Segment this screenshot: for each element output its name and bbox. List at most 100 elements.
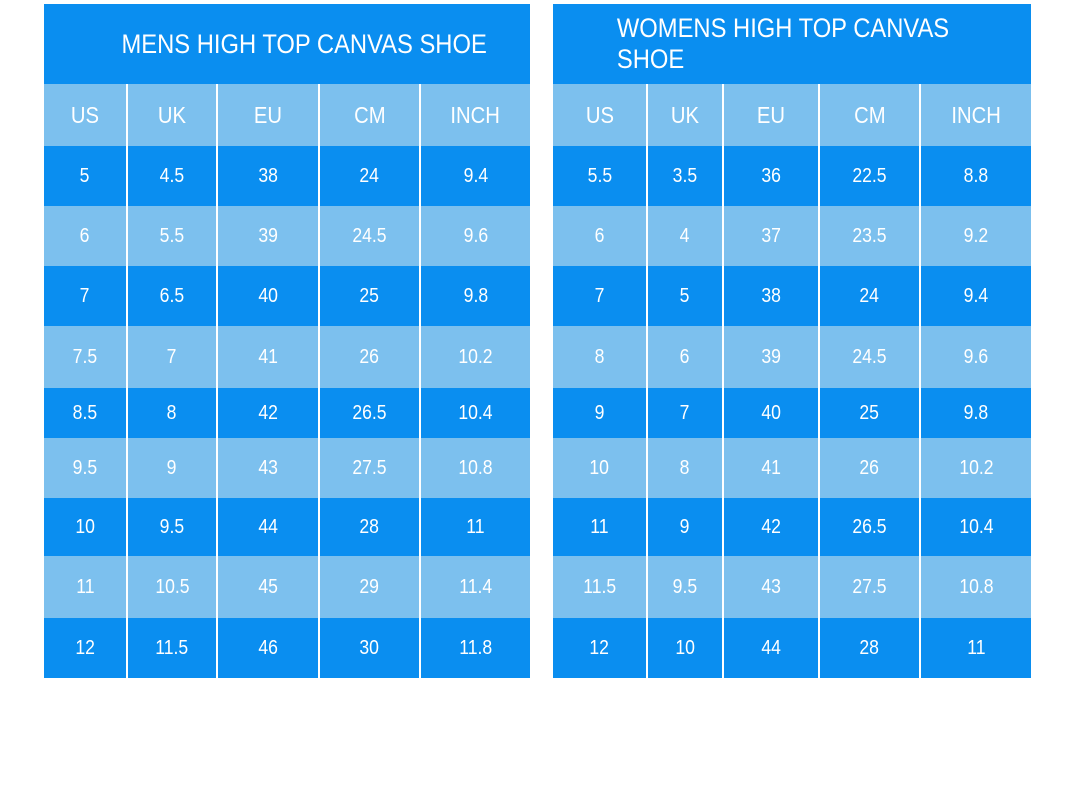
table-cell: 7 [126, 326, 216, 388]
table-cell: 5.5 [553, 146, 646, 206]
table-title: WOMENS HIGH TOP CANVAS SHOE [553, 4, 1031, 84]
table-title-text: WOMENS HIGH TOP CANVAS SHOE [616, 13, 950, 74]
table-cell: 9.6 [919, 326, 1031, 388]
table-cell-text: 5.5 [159, 224, 185, 247]
table-cell-text: 46 [258, 636, 278, 659]
table-cell: 44 [722, 618, 818, 678]
table-cell-text: 9.5 [159, 515, 185, 538]
table-cell: 10 [553, 438, 646, 498]
column-header: CM [318, 84, 419, 146]
table-cell-text: 40 [761, 401, 781, 424]
table-cell: 43 [216, 438, 318, 498]
table-cell: 27.5 [818, 556, 919, 618]
table-cell-text: 3.5 [672, 164, 698, 187]
table-cell: 26.5 [318, 388, 419, 438]
table-cell: 9 [553, 388, 646, 438]
table-cell-text: 44 [258, 515, 278, 538]
table-cell: 10.8 [919, 556, 1031, 618]
column-header-text: CM [853, 101, 886, 128]
table-cell-text: 4.5 [159, 164, 185, 187]
table-row: 9 7 40 25 9.8 [553, 388, 1031, 438]
table-cell: 9 [646, 498, 722, 556]
table-cell: 9.5 [646, 556, 722, 618]
table-cell-text: 9.4 [463, 164, 488, 187]
table-row: 7 5 38 24 9.4 [553, 266, 1031, 326]
table-cell-text: 9 [167, 456, 177, 479]
table-cell-text: 6 [594, 224, 605, 247]
column-header-text: UK [157, 101, 187, 128]
table-cell: 43 [722, 556, 818, 618]
table-cell: 26.5 [818, 498, 919, 556]
table-cell-text: 10.8 [958, 575, 994, 598]
table-cell: 24 [318, 146, 419, 206]
table-cell-text: 8 [594, 345, 605, 368]
table-cell: 5.5 [126, 206, 216, 266]
table-cell: 9.2 [919, 206, 1031, 266]
table-cell: 8.8 [919, 146, 1031, 206]
table-row: 10 9.5 44 28 11 [44, 498, 530, 556]
table-cell: 25 [818, 388, 919, 438]
table-cell: 10.2 [919, 438, 1031, 498]
table-cell: 29 [318, 556, 419, 618]
table-cell-text: 39 [761, 345, 781, 368]
table-cell: 3.5 [646, 146, 722, 206]
table-cell-text: 42 [761, 515, 781, 538]
table-cell-text: 36 [761, 164, 781, 187]
table-cell-text: 9.2 [963, 224, 989, 247]
table-cell-text: 5 [80, 164, 90, 187]
table-cell: 28 [818, 618, 919, 678]
table-cell-text: 8 [167, 401, 177, 424]
table-cell-text: 9.5 [672, 575, 698, 598]
table-cell: 10.2 [419, 326, 530, 388]
table-row: 11.5 9.5 43 27.5 10.8 [553, 556, 1031, 618]
table-cell: 23.5 [818, 206, 919, 266]
table-cell-text: 25 [359, 284, 380, 307]
table-cell: 26 [318, 326, 419, 388]
table-cell: 4 [646, 206, 722, 266]
table-cell-text: 11.4 [459, 575, 492, 598]
table-cell: 26 [818, 438, 919, 498]
table-cell-text: 10.2 [958, 456, 994, 479]
table-cell-text: 40 [258, 284, 278, 307]
table-cell: 9.8 [919, 388, 1031, 438]
table-cell: 11 [553, 498, 646, 556]
column-header: CM [818, 84, 919, 146]
table-cell-text: 28 [859, 636, 880, 659]
table-cell: 9 [126, 438, 216, 498]
table-cell-text: 9.8 [963, 401, 989, 424]
table-cell-text: 10.4 [958, 515, 994, 538]
table-cell: 40 [722, 388, 818, 438]
table-cell: 42 [722, 498, 818, 556]
table-cell-text: 9 [594, 401, 605, 424]
table-cell: 9.4 [919, 266, 1031, 326]
table-cell-text: 7 [594, 284, 605, 307]
table-cell: 24.5 [318, 206, 419, 266]
header-row: US UK EU CM INCH [553, 84, 1031, 146]
table-cell: 5 [646, 266, 722, 326]
table-cell-text: 10.8 [458, 456, 493, 479]
table-cell: 11.5 [553, 556, 646, 618]
table-cell-text: 45 [258, 575, 278, 598]
table-cell-text: 26 [359, 345, 380, 368]
table-cell: 41 [722, 438, 818, 498]
column-header: INCH [919, 84, 1031, 146]
table-cell-text: 41 [761, 456, 781, 479]
table-cell: 45 [216, 556, 318, 618]
table-cell-text: 11.8 [459, 636, 492, 659]
column-header-text: INCH [450, 101, 501, 128]
table-cell: 10.4 [919, 498, 1031, 556]
header-row: US UK EU CM INCH [44, 84, 530, 146]
table-cell: 10.8 [419, 438, 530, 498]
table-cell: 7 [646, 388, 722, 438]
column-header: UK [646, 84, 722, 146]
table-cell: 6 [44, 206, 126, 266]
table-cell-text: 10 [75, 515, 95, 538]
column-header-text: INCH [951, 101, 1001, 128]
table-cell-text: 41 [258, 345, 278, 368]
table-cell: 7 [553, 266, 646, 326]
column-header-text: CM [353, 101, 386, 128]
table-cell: 44 [216, 498, 318, 556]
table-cell: 9.6 [419, 206, 530, 266]
column-header-text: UK [670, 101, 700, 128]
table-row: 5 4.5 38 24 9.4 [44, 146, 530, 206]
